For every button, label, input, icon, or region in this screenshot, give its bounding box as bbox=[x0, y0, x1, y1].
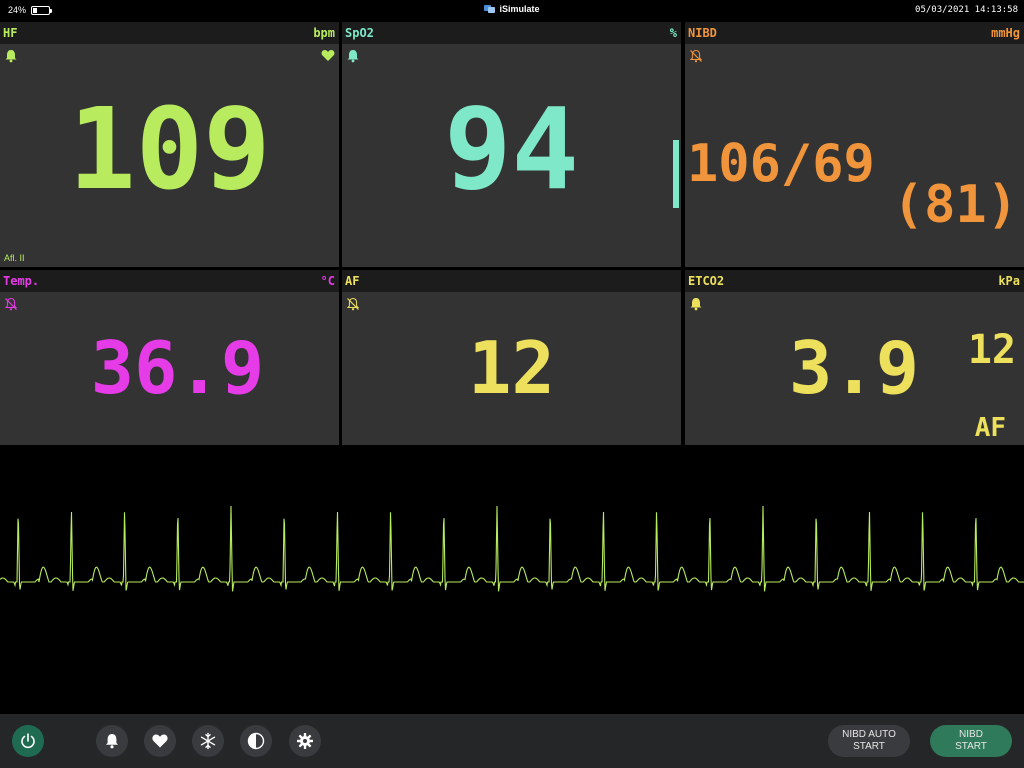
battery-indicator: 24% bbox=[8, 5, 53, 15]
bell-off-icon[interactable] bbox=[346, 297, 360, 311]
nibd-title: NIBD bbox=[688, 26, 717, 40]
isimulate-logo-icon bbox=[484, 5, 496, 13]
ecg-waveform bbox=[0, 446, 1024, 714]
nibd-auto-start-button[interactable]: NIBD AUTO START bbox=[828, 725, 910, 757]
temp-unit: °C bbox=[320, 274, 335, 288]
nibd-panel[interactable]: NIBD mmHg 106/69 (81) bbox=[685, 22, 1024, 267]
settings-button[interactable] bbox=[289, 725, 321, 757]
af-title: AF bbox=[345, 274, 360, 288]
ecg-lead-label: Afl. II bbox=[4, 253, 25, 263]
etco2-title: ETCO2 bbox=[688, 274, 725, 288]
temp-panel[interactable]: Temp. °C 36.9 bbox=[0, 270, 339, 445]
nibd-auto-label-line1: NIBD AUTO bbox=[842, 729, 896, 740]
contrast-button[interactable] bbox=[240, 725, 272, 757]
pleth-bar bbox=[673, 140, 679, 208]
app-name: iSimulate bbox=[499, 4, 540, 14]
contrast-icon bbox=[247, 732, 265, 750]
etco2-header: ETCO2 kPa bbox=[685, 270, 1024, 292]
nibd-start-button[interactable]: NIBD START bbox=[930, 725, 1012, 757]
heart-button[interactable] bbox=[144, 725, 176, 757]
temp-header: Temp. °C bbox=[0, 270, 339, 292]
etco2-af-label: AF bbox=[974, 413, 1006, 443]
alarm-button[interactable] bbox=[96, 725, 128, 757]
hf-title: HF bbox=[3, 26, 18, 40]
etco2-panel[interactable]: ETCO2 kPa 3.9 12 AF bbox=[685, 270, 1024, 445]
hf-header: HF bpm bbox=[0, 22, 339, 44]
nibd-header: NIBD mmHg bbox=[685, 22, 1024, 44]
snowflake-icon bbox=[200, 732, 216, 750]
af-panel[interactable]: AF 12 bbox=[342, 270, 681, 445]
status-bar: 24% iSimulate 05/03/2021 14:13:58 bbox=[0, 0, 1024, 20]
heart-icon bbox=[152, 734, 168, 748]
bell-icon[interactable] bbox=[689, 297, 703, 311]
nibd-unit: mmHg bbox=[991, 26, 1020, 40]
nibd-mean-value: (81) bbox=[892, 175, 1018, 235]
power-icon bbox=[21, 733, 35, 749]
spo2-header: SpO2 % bbox=[342, 22, 681, 44]
etco2-af-value: 12 bbox=[967, 327, 1016, 373]
bell-icon[interactable] bbox=[4, 49, 18, 63]
temp-title: Temp. bbox=[3, 274, 40, 288]
heart-icon bbox=[321, 50, 335, 61]
hf-value: 109 bbox=[68, 85, 271, 215]
etco2-value: 3.9 bbox=[789, 326, 920, 410]
nibd-start-label-line1: NIBD bbox=[959, 729, 983, 740]
datetime: 05/03/2021 14:13:58 bbox=[915, 5, 1018, 15]
bottom-toolbar: NIBD AUTO START NIBD START bbox=[0, 714, 1024, 768]
spo2-panel[interactable]: SpO2 % 94 bbox=[342, 22, 681, 267]
bell-off-icon[interactable] bbox=[689, 49, 703, 63]
ecg-trace bbox=[0, 505, 1024, 592]
power-button[interactable] bbox=[12, 725, 44, 757]
bell-off-icon[interactable] bbox=[4, 297, 18, 311]
gear-icon bbox=[297, 733, 313, 749]
spo2-value: 94 bbox=[444, 85, 579, 215]
spo2-unit: % bbox=[669, 26, 677, 40]
spo2-title: SpO2 bbox=[345, 26, 374, 40]
nibd-auto-label-line2: START bbox=[853, 741, 885, 752]
battery-icon bbox=[31, 5, 53, 15]
hf-unit: bpm bbox=[313, 26, 335, 40]
bell-icon bbox=[106, 734, 118, 749]
af-header: AF bbox=[342, 270, 681, 292]
nibd-start-label-line2: START bbox=[955, 741, 987, 752]
etco2-unit: kPa bbox=[998, 274, 1020, 288]
nibd-value: 106/69 bbox=[687, 134, 875, 194]
battery-percent: 24% bbox=[8, 5, 27, 15]
temp-value: 36.9 bbox=[90, 326, 265, 410]
bell-icon[interactable] bbox=[346, 49, 360, 63]
hf-panel[interactable]: HF bpm 109 Afl. II bbox=[0, 22, 339, 267]
freeze-button[interactable] bbox=[192, 725, 224, 757]
app-title: iSimulate bbox=[0, 4, 1024, 14]
af-value: 12 bbox=[468, 326, 555, 410]
